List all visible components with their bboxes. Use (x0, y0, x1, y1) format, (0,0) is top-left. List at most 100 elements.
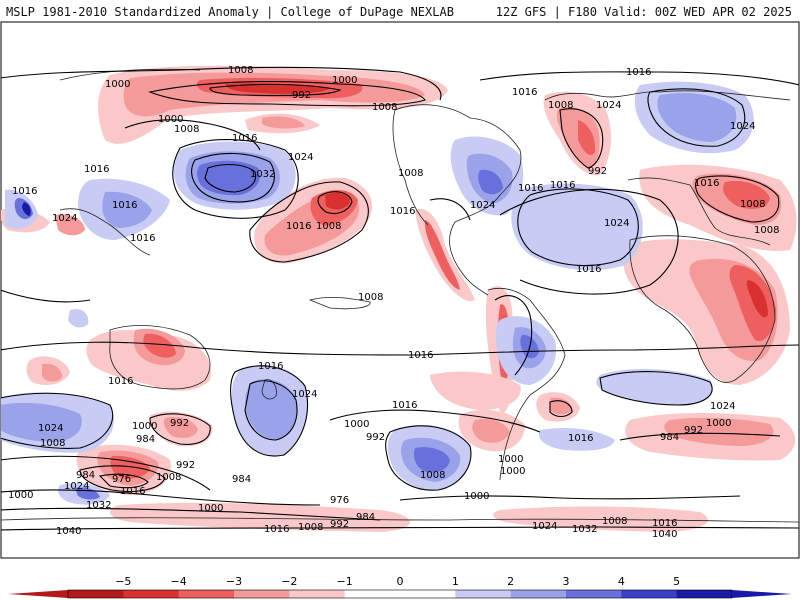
contour-label: 1016 (232, 133, 257, 144)
contour-label: 1040 (652, 529, 677, 540)
contour-label: 1008 (298, 522, 323, 533)
colorbar-tick-label: 0 (397, 575, 404, 588)
contour-label: 1008 (40, 438, 65, 449)
colorbar-tick-label: 2 (507, 575, 514, 588)
anomaly-region (511, 183, 643, 271)
contour-label: 1008 (602, 516, 627, 527)
colorbar-bin (178, 590, 235, 598)
anomaly-region (430, 371, 521, 410)
colorbar-tick-label: 4 (618, 575, 625, 588)
contour-label: 1016 (108, 376, 133, 387)
anomaly-region (325, 192, 350, 210)
anomaly-region (143, 333, 176, 358)
contour-label: 1016 (694, 178, 719, 189)
contour-label: 992 (176, 460, 195, 471)
anomaly-region (657, 93, 737, 142)
anomaly-region (424, 220, 460, 290)
contour-label: 1016 (120, 486, 145, 497)
anomaly-region (68, 308, 89, 328)
anomaly-region (42, 363, 63, 382)
contour-label: 1000 (500, 466, 525, 477)
colorbar-tick-label: −4 (171, 575, 187, 588)
contour-label: 992 (330, 519, 349, 530)
colorbar-neg-arrow (8, 590, 68, 598)
colorbar-bin (676, 590, 733, 598)
colorbar-bin (510, 590, 567, 598)
contour-label: 1016 (652, 518, 677, 529)
colorbar-bin (566, 590, 622, 598)
contour-label: 1016 (512, 87, 537, 98)
anomaly-region (102, 191, 152, 228)
contour-label: 1024 (52, 213, 77, 224)
contour-label: 1024 (38, 423, 63, 434)
contour-label: 1008 (740, 199, 765, 210)
contour-label: 1016 (390, 206, 415, 217)
colorbar-tick-label: −3 (226, 575, 242, 588)
contour-label: 1024 (604, 218, 629, 229)
contour-label: 1000 (8, 490, 33, 501)
anomaly-region (723, 180, 770, 210)
contour-label: 1040 (56, 526, 81, 537)
contour-label: 1008 (316, 221, 341, 232)
contour-label: 1000 (198, 503, 223, 514)
anomaly-region (729, 265, 776, 341)
anomaly-region (472, 418, 510, 443)
contour-label: 1000 (706, 418, 731, 429)
contour-label: 1000 (332, 75, 357, 86)
contour-label: 1000 (344, 419, 369, 430)
contour-label: 1008 (358, 292, 383, 303)
contour-label: 1008 (548, 100, 573, 111)
coastline-layer (1, 68, 799, 523)
colorbar-bin (400, 590, 456, 598)
contour-label: 1024 (710, 401, 735, 412)
contour-label: 1032 (86, 500, 111, 511)
contour-label: 992 (588, 166, 607, 177)
contour-label: 1008 (174, 124, 199, 135)
contour-label: 992 (366, 432, 385, 443)
anomaly-region (1, 402, 82, 442)
contour-label: 1024 (730, 121, 755, 132)
colorbar-pos-arrow (732, 590, 792, 598)
contour-label: 1016 (626, 67, 651, 78)
contour-label: 1000 (464, 491, 489, 502)
contour-label: 1016 (264, 524, 289, 535)
contour-label: 984 (232, 474, 251, 485)
contour-label: 1024 (292, 389, 317, 400)
contour-label: 1016 (518, 183, 543, 194)
contour-label: 992 (170, 418, 189, 429)
anomaly-region (414, 447, 450, 473)
contour-label: 984 (136, 434, 155, 445)
contour-label: 1000 (132, 421, 157, 432)
colorbar-tick-label: 1 (452, 575, 459, 588)
colorbar-bin (621, 590, 678, 598)
anomaly-region (262, 116, 305, 129)
contour-label: 1000 (498, 454, 523, 465)
contour-label: 976 (330, 495, 349, 506)
colorbar-bin (123, 590, 180, 598)
contour-label: 1016 (392, 400, 417, 411)
colorbar-bin (289, 590, 346, 598)
colorbar-tick-label: −1 (337, 575, 353, 588)
contour-label: 1008 (398, 168, 423, 179)
anomaly-region (245, 379, 298, 440)
colorbar-bin (455, 590, 512, 598)
contour-label: 1016 (550, 180, 575, 191)
colorbar-bin (344, 590, 401, 598)
contour-label: 1008 (228, 65, 253, 76)
contour-label: 1000 (105, 79, 130, 90)
contour-label: 1016 (12, 186, 37, 197)
colorbar-tick-label: 5 (673, 575, 680, 588)
contour-label: 1024 (596, 100, 621, 111)
contour-label: 976 (112, 474, 131, 485)
contour-label: 1016 (84, 164, 109, 175)
contour-label: 1032 (572, 524, 597, 535)
contour-label: 984 (660, 432, 679, 443)
contour-label: 1024 (64, 481, 89, 492)
contour-label: 1016 (286, 221, 311, 232)
anomaly-region (550, 397, 572, 415)
contour-label: 1024 (470, 200, 495, 211)
contour-label: 1008 (420, 470, 445, 481)
contour-label: 984 (356, 512, 375, 523)
isobar-contours (1, 66, 799, 531)
